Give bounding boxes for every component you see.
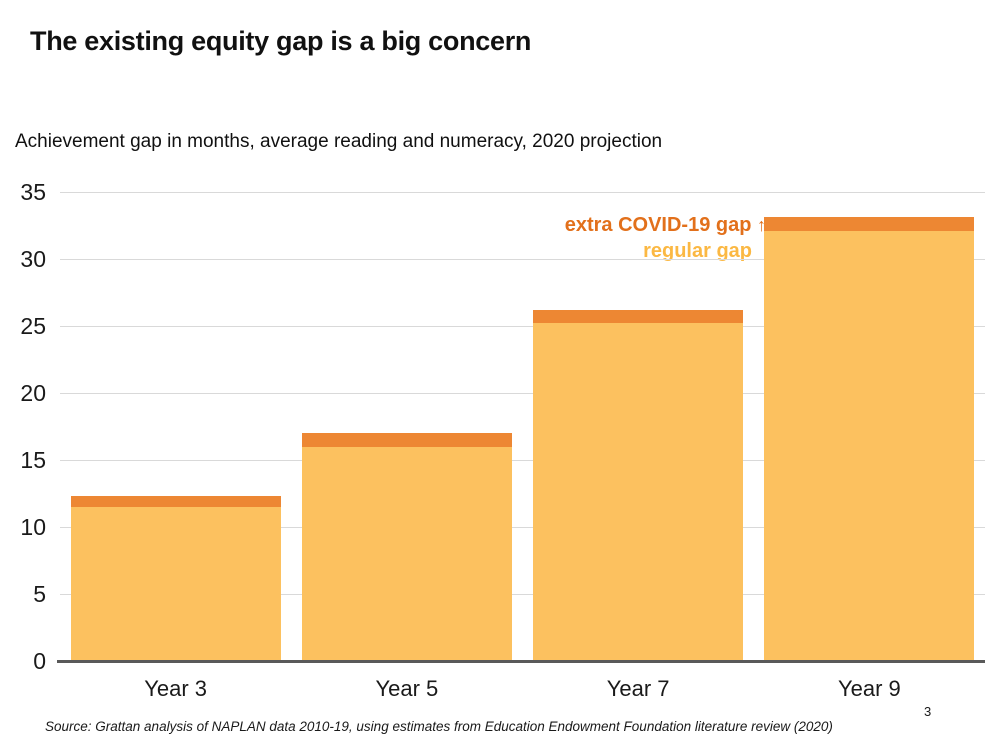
- up-arrow-icon: ↑: [757, 215, 766, 235]
- x-axis-label: Year 9: [837, 676, 901, 701]
- bar-regular-gap: [764, 230, 975, 661]
- gridline: [60, 526, 985, 528]
- y-tick-label: 5: [33, 581, 46, 607]
- y-tick-label: 25: [20, 313, 46, 339]
- page-number: 3: [924, 704, 932, 719]
- bar-extra-covid-gap: [70, 496, 281, 507]
- bar-extra-covid-gap: [533, 309, 744, 324]
- y-tick-label: 35: [20, 179, 46, 205]
- gridline: [60, 325, 985, 327]
- gridline: [60, 593, 985, 595]
- gridline: [60, 459, 985, 461]
- gridline: [60, 191, 985, 193]
- page-title: The existing equity gap is a big concern: [30, 26, 532, 56]
- bar-regular-gap: [70, 506, 281, 661]
- chart-legend: extra COVID-19 gap ↑ regular gap: [565, 212, 766, 264]
- gridline: [60, 392, 985, 394]
- x-axis-label: Year 3: [144, 676, 208, 701]
- x-axis-label: Year 7: [606, 676, 670, 701]
- bar-regular-gap: [301, 446, 512, 661]
- x-axis-label: Year 5: [375, 676, 439, 701]
- bar-regular-gap: [533, 323, 744, 661]
- gridline: [60, 258, 985, 260]
- bar-extra-covid-gap: [764, 217, 975, 231]
- legend-extra-covid-gap: extra COVID-19 gap ↑: [565, 212, 766, 238]
- y-tick-label: 0: [33, 648, 46, 674]
- legend-regular-gap: regular gap: [643, 240, 752, 262]
- y-tick-label: 10: [20, 514, 46, 540]
- y-tick-label: 30: [20, 246, 46, 272]
- bar-extra-covid-gap: [301, 433, 512, 447]
- y-tick-label: 20: [20, 380, 46, 406]
- source-note: Source: Grattan analysis of NAPLAN data …: [45, 719, 833, 734]
- x-axis-line: [57, 660, 985, 663]
- chart-subtitle: Achievement gap in months, average readi…: [15, 131, 663, 152]
- y-tick-label: 15: [20, 447, 46, 473]
- legend-extra-label: extra COVID-19 gap: [564, 214, 752, 236]
